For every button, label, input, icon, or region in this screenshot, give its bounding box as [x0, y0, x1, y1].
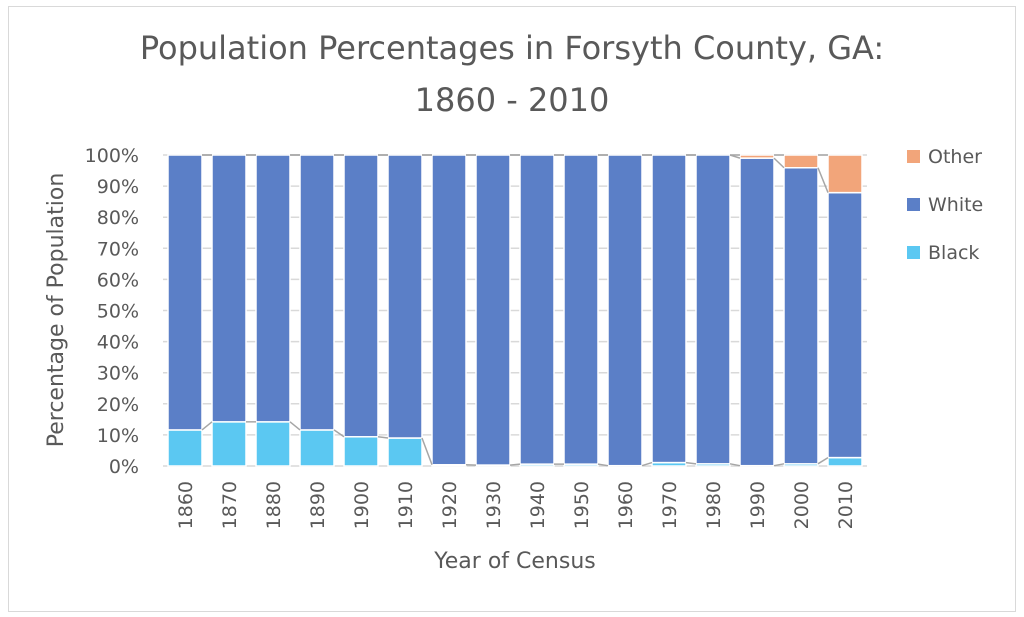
x-axis-title: Year of Census [433, 549, 595, 574]
y-tick-label: 60% [97, 269, 139, 291]
x-tick-label: 1970 [659, 481, 681, 529]
series-line [773, 463, 785, 467]
title-line-1: Population Percentages in Forsyth County… [139, 29, 885, 67]
y-axis-title: Percentage of Population [44, 173, 69, 448]
x-tick-label: 1910 [395, 481, 417, 529]
series-line [201, 421, 213, 431]
series-line [377, 436, 389, 439]
bar-white [651, 154, 687, 464]
bar-white [783, 167, 819, 465]
bar-other [827, 154, 863, 194]
x-tick-label: 1990 [747, 481, 769, 529]
x-tick-label: 1860 [175, 481, 197, 529]
y-tick-label: 70% [97, 238, 139, 260]
bar-black [255, 421, 291, 467]
y-tick-label: 50% [97, 301, 139, 323]
bar-white [255, 154, 291, 423]
bar-other [739, 154, 775, 159]
series-line [509, 463, 521, 466]
legend-swatch-black [907, 246, 920, 259]
y-tick-label: 80% [97, 207, 139, 229]
x-tick-label: 1870 [219, 481, 241, 529]
series-line [641, 461, 653, 467]
bar-black [211, 421, 247, 467]
x-tick-label: 1900 [351, 481, 373, 529]
x-tick-label: 1950 [571, 481, 593, 529]
series-line [685, 461, 697, 465]
chart-title: Population Percentages in Forsyth County… [0, 22, 1024, 126]
series-line [421, 437, 433, 466]
y-tick-label: 100% [85, 145, 139, 167]
y-tick-label: 10% [97, 425, 139, 447]
x-tick-label: 2010 [835, 481, 857, 529]
chart-frame [8, 6, 1016, 612]
bar-black [387, 437, 423, 467]
bar-black [827, 456, 863, 467]
legend-swatch-other [907, 150, 920, 163]
legend-label-white: White [928, 194, 983, 216]
x-tick-label: 1930 [483, 481, 505, 529]
bar-white [695, 154, 731, 465]
bar-other [783, 154, 819, 169]
x-tick-label: 1890 [307, 481, 329, 529]
bar-white [475, 154, 511, 466]
series-line [773, 157, 785, 169]
y-tick-label: 0% [109, 456, 139, 478]
bar-white [431, 154, 467, 466]
y-tick-label: 90% [97, 176, 139, 198]
bar-white [299, 154, 335, 431]
x-tick-label: 1880 [263, 481, 285, 529]
x-tick-label: 2000 [791, 481, 813, 529]
bar-white [343, 154, 379, 438]
bar-white [519, 154, 555, 465]
bar-white [211, 154, 247, 423]
series-line [729, 463, 741, 467]
legend-swatch-white [907, 198, 920, 211]
x-tick-label: 1980 [703, 481, 725, 529]
y-tick-label: 40% [97, 332, 139, 354]
legend-label-black: Black [928, 242, 979, 264]
x-tick-label: 1960 [615, 481, 637, 529]
bar-white [607, 154, 643, 467]
legend-label-other: Other [928, 146, 982, 168]
series-line [289, 421, 301, 431]
bar-black [299, 429, 335, 467]
series-line [333, 429, 345, 438]
y-tick-label: 20% [97, 394, 139, 416]
bar-white [827, 191, 863, 459]
title-line-2: 1860 - 2010 [414, 81, 610, 119]
bar-black [167, 429, 203, 467]
series-line [597, 463, 609, 467]
bar-black [343, 436, 379, 467]
y-tick-label: 30% [97, 363, 139, 385]
x-tick-label: 1940 [527, 481, 549, 529]
bar-white [563, 154, 599, 465]
x-tick-label: 1920 [439, 481, 461, 529]
bar-white [387, 154, 423, 439]
bar-white [167, 154, 203, 431]
bar-white [739, 157, 775, 467]
series-line [817, 456, 829, 465]
series-line [817, 167, 829, 193]
